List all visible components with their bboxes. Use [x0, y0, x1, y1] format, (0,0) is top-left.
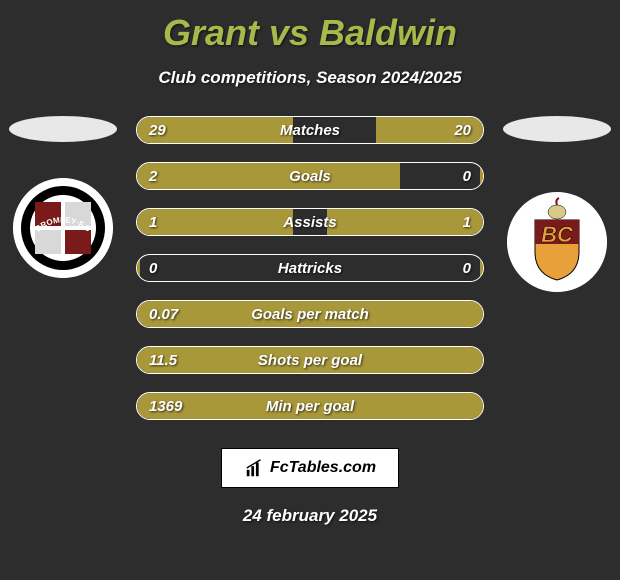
chart-icon	[244, 457, 266, 479]
stat-bar-row: 0Hattricks0	[136, 254, 484, 282]
bar-label: Goals per match	[137, 306, 483, 323]
bar-label: Assists	[137, 214, 483, 231]
bar-label: Min per goal	[137, 398, 483, 415]
bar-label: Shots per goal	[137, 352, 483, 369]
bar-value-right: 20	[454, 122, 471, 139]
bar-value-right: 0	[463, 260, 471, 277]
logo-text: FcTables.com	[270, 459, 376, 477]
crest-left-svg: BROMLEY·F.C	[13, 178, 113, 278]
bar-label: Goals	[137, 168, 483, 185]
stat-bar-row: 1369Min per goal	[136, 392, 484, 420]
page-title: Grant vs Baldwin	[0, 0, 620, 54]
stat-bar-row: 0.07Goals per match	[136, 300, 484, 328]
bar-value-right: 1	[463, 214, 471, 231]
stat-bars: 29Matches202Goals01Assists10Hattricks00.…	[136, 116, 484, 420]
date-label: 24 february 2025	[0, 506, 620, 526]
bar-label: Matches	[137, 122, 483, 139]
player-name-oval-right	[503, 116, 611, 142]
svg-text:BC: BC	[541, 222, 574, 247]
left-side: BROMLEY·F.C	[8, 116, 118, 278]
fctables-logo: FcTables.com	[221, 448, 399, 488]
stat-bar-row: 29Matches20	[136, 116, 484, 144]
comparison-main: BROMLEY·F.C 29Matches20 2Goals0 1Assists1 0…	[0, 116, 620, 420]
bar-value-right: 0	[463, 168, 471, 185]
stat-bar-row: 2Goals0	[136, 162, 484, 190]
crest-right-svg: BC	[507, 192, 607, 292]
player-name-oval-left	[9, 116, 117, 142]
club-crest-right: BC	[507, 192, 607, 292]
club-crest-left: BROMLEY·F.C	[13, 178, 113, 278]
right-side: BC	[502, 116, 612, 292]
subtitle: Club competitions, Season 2024/2025	[0, 68, 620, 88]
stat-bar-row: 11.5Shots per goal	[136, 346, 484, 374]
stat-bar-row: 1Assists1	[136, 208, 484, 236]
bar-label: Hattricks	[137, 260, 483, 277]
